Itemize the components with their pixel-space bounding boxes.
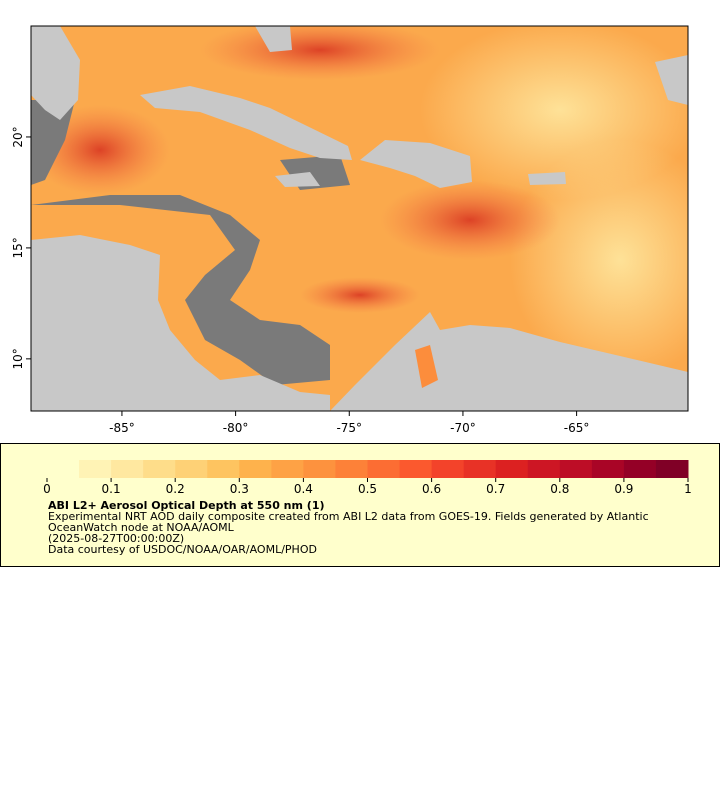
colorbar-swatch (591, 460, 625, 478)
no-data-area (31, 100, 75, 185)
colorbar-swatch (175, 460, 208, 478)
legend-description: Experimental NRT AOD daily composite cre… (48, 510, 649, 534)
colorbar-swatch (559, 460, 593, 478)
colorbar-swatch (495, 460, 529, 478)
map-field (31, 26, 688, 411)
colorbar-tick-label: 0.2 (166, 482, 185, 496)
legend-text: ABI L2+ Aerosol Optical Depth at 550 nm … (48, 500, 688, 555)
colorbar-tick-label: 0.5 (358, 482, 377, 496)
colorbar-tick-label: 0.8 (550, 482, 569, 496)
no-data-area (31, 195, 330, 385)
colorbar-swatch (463, 460, 497, 478)
high-aerosol-area (380, 180, 560, 260)
land (528, 172, 566, 185)
colorbar-tick-label: 0.1 (102, 482, 121, 496)
colorbar-swatch (47, 460, 80, 478)
y-tick-label: 20° (11, 126, 25, 147)
legend-time: (2025-08-27T00:00:00Z) (48, 532, 185, 545)
x-tick-label: -75° (336, 421, 362, 435)
legend-title: ABI L2+ Aerosol Optical Depth at 550 nm … (48, 499, 325, 512)
y-tick-label: 15° (11, 237, 25, 258)
colorbar-swatch (111, 460, 144, 478)
x-tick-label: -85° (109, 421, 135, 435)
colorbar-swatch (655, 460, 689, 478)
low-aerosol-area (510, 140, 688, 380)
aerosol-field (415, 345, 438, 388)
land (275, 172, 320, 187)
colorbar-tick-label: 0.7 (486, 482, 505, 496)
land (655, 55, 688, 105)
x-tick-label: -70° (450, 421, 476, 435)
colorbar-tick-label: 0.9 (614, 482, 633, 496)
land (360, 140, 472, 188)
colorbar-swatch (335, 460, 368, 478)
colorbar-swatch (303, 460, 336, 478)
x-tick-label: -80° (223, 421, 249, 435)
land (31, 26, 80, 120)
land (255, 26, 292, 52)
colorbar-tick-label: 0.4 (294, 482, 313, 496)
colorbar-swatch (271, 460, 304, 478)
colorbar-tick-label: 0.3 (230, 482, 249, 496)
y-tick-label: 10° (11, 348, 25, 369)
colorbar-swatch (239, 460, 272, 478)
colorbar-swatch (207, 460, 240, 478)
colorbar-swatch (143, 460, 176, 478)
colorbar-tick-label: 1 (684, 482, 692, 496)
colorbar-swatch (623, 460, 657, 478)
colorbar-swatch (399, 460, 433, 478)
land (140, 86, 352, 160)
plot-frame (30, 25, 689, 412)
x-tick-label: -65° (564, 421, 590, 435)
colorbar-swatch (367, 460, 401, 478)
high-aerosol-area (200, 26, 440, 80)
colorbar-tick-label: 0.6 (422, 482, 441, 496)
colorbar-swatch (79, 460, 112, 478)
colorbar-swatch (527, 460, 561, 478)
land (330, 312, 688, 411)
land (31, 235, 330, 411)
legend-credit: Data courtesy of USDOC/NOAA/OAR/AOML/PHO… (48, 543, 317, 556)
colorbar-tick-label: 0 (43, 482, 51, 496)
high-aerosol-area (300, 277, 420, 313)
colorbar-swatch (431, 460, 465, 478)
